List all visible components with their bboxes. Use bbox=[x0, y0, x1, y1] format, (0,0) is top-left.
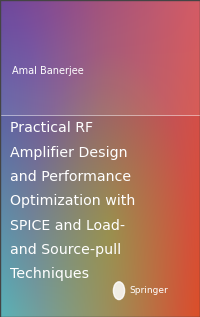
Text: Amplifier Design: Amplifier Design bbox=[10, 146, 128, 160]
Text: and Performance: and Performance bbox=[10, 170, 131, 184]
Text: Practical RF: Practical RF bbox=[10, 121, 93, 135]
Text: SPICE and Load-: SPICE and Load- bbox=[10, 219, 125, 233]
Text: Optimization with: Optimization with bbox=[10, 194, 135, 208]
Bar bbox=[0, 0, 200, 115]
Text: and Source-pull: and Source-pull bbox=[10, 243, 121, 257]
Text: Amal Banerjee: Amal Banerjee bbox=[12, 66, 84, 76]
Text: Techniques: Techniques bbox=[10, 267, 89, 281]
Circle shape bbox=[113, 282, 125, 300]
Text: Springer: Springer bbox=[129, 286, 168, 295]
